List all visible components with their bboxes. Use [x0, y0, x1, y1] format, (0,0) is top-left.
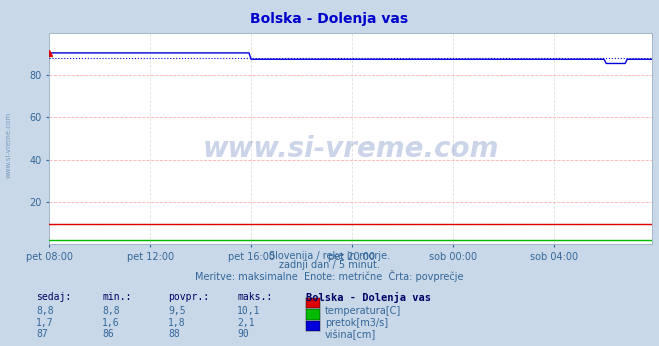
- Text: temperatura[C]: temperatura[C]: [325, 306, 401, 316]
- Text: 88: 88: [168, 329, 180, 339]
- Text: povpr.:: povpr.:: [168, 292, 209, 302]
- Text: 2,1: 2,1: [237, 318, 255, 328]
- Text: Bolska - Dolenja vas: Bolska - Dolenja vas: [306, 292, 432, 303]
- Text: 90: 90: [237, 329, 249, 339]
- Text: 1,7: 1,7: [36, 318, 54, 328]
- Text: Slovenija / reke in morje.: Slovenija / reke in morje.: [269, 251, 390, 261]
- Text: Meritve: maksimalne  Enote: metrične  Črta: povprečje: Meritve: maksimalne Enote: metrične Črta…: [195, 270, 464, 282]
- Text: www.si-vreme.com: www.si-vreme.com: [203, 135, 499, 163]
- Text: višina[cm]: višina[cm]: [325, 329, 376, 340]
- Text: 10,1: 10,1: [237, 306, 261, 316]
- Text: www.si-vreme.com: www.si-vreme.com: [5, 112, 11, 179]
- Text: zadnji dan / 5 minut.: zadnji dan / 5 minut.: [279, 260, 380, 270]
- Text: 1,6: 1,6: [102, 318, 120, 328]
- Text: min.:: min.:: [102, 292, 132, 302]
- Text: 8,8: 8,8: [102, 306, 120, 316]
- Text: 1,8: 1,8: [168, 318, 186, 328]
- Text: sedaj:: sedaj:: [36, 292, 71, 302]
- Text: Bolska - Dolenja vas: Bolska - Dolenja vas: [250, 12, 409, 26]
- Text: 86: 86: [102, 329, 114, 339]
- Text: 8,8: 8,8: [36, 306, 54, 316]
- Text: 9,5: 9,5: [168, 306, 186, 316]
- Text: pretok[m3/s]: pretok[m3/s]: [325, 318, 388, 328]
- Text: maks.:: maks.:: [237, 292, 272, 302]
- Text: 87: 87: [36, 329, 48, 339]
